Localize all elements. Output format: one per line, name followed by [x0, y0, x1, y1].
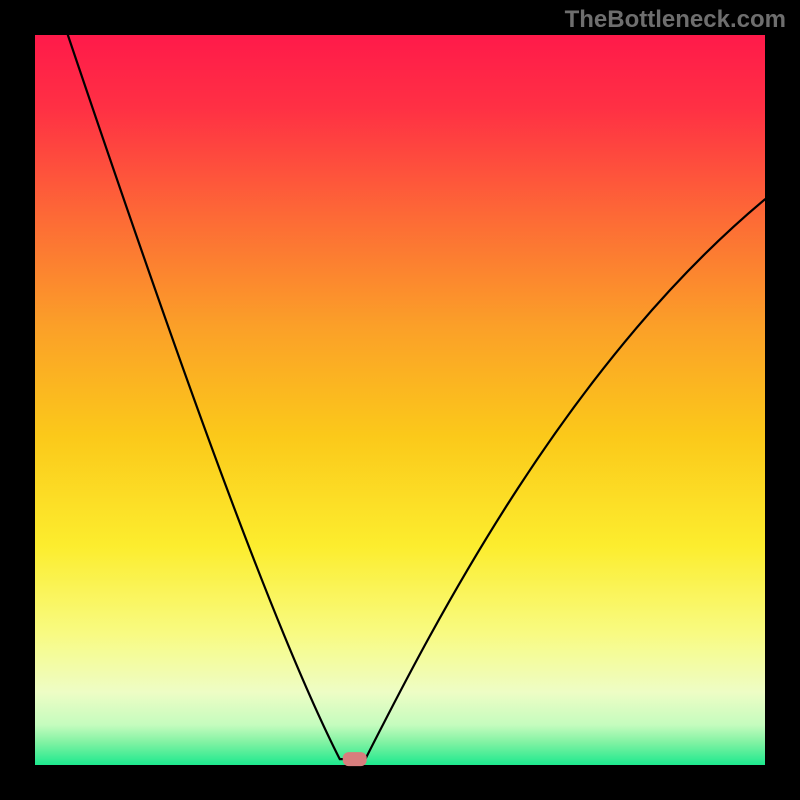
plot-area — [35, 35, 765, 765]
bottleneck-chart — [0, 0, 800, 800]
optimum-marker — [343, 752, 367, 766]
watermark-text: TheBottleneck.com — [565, 6, 786, 34]
